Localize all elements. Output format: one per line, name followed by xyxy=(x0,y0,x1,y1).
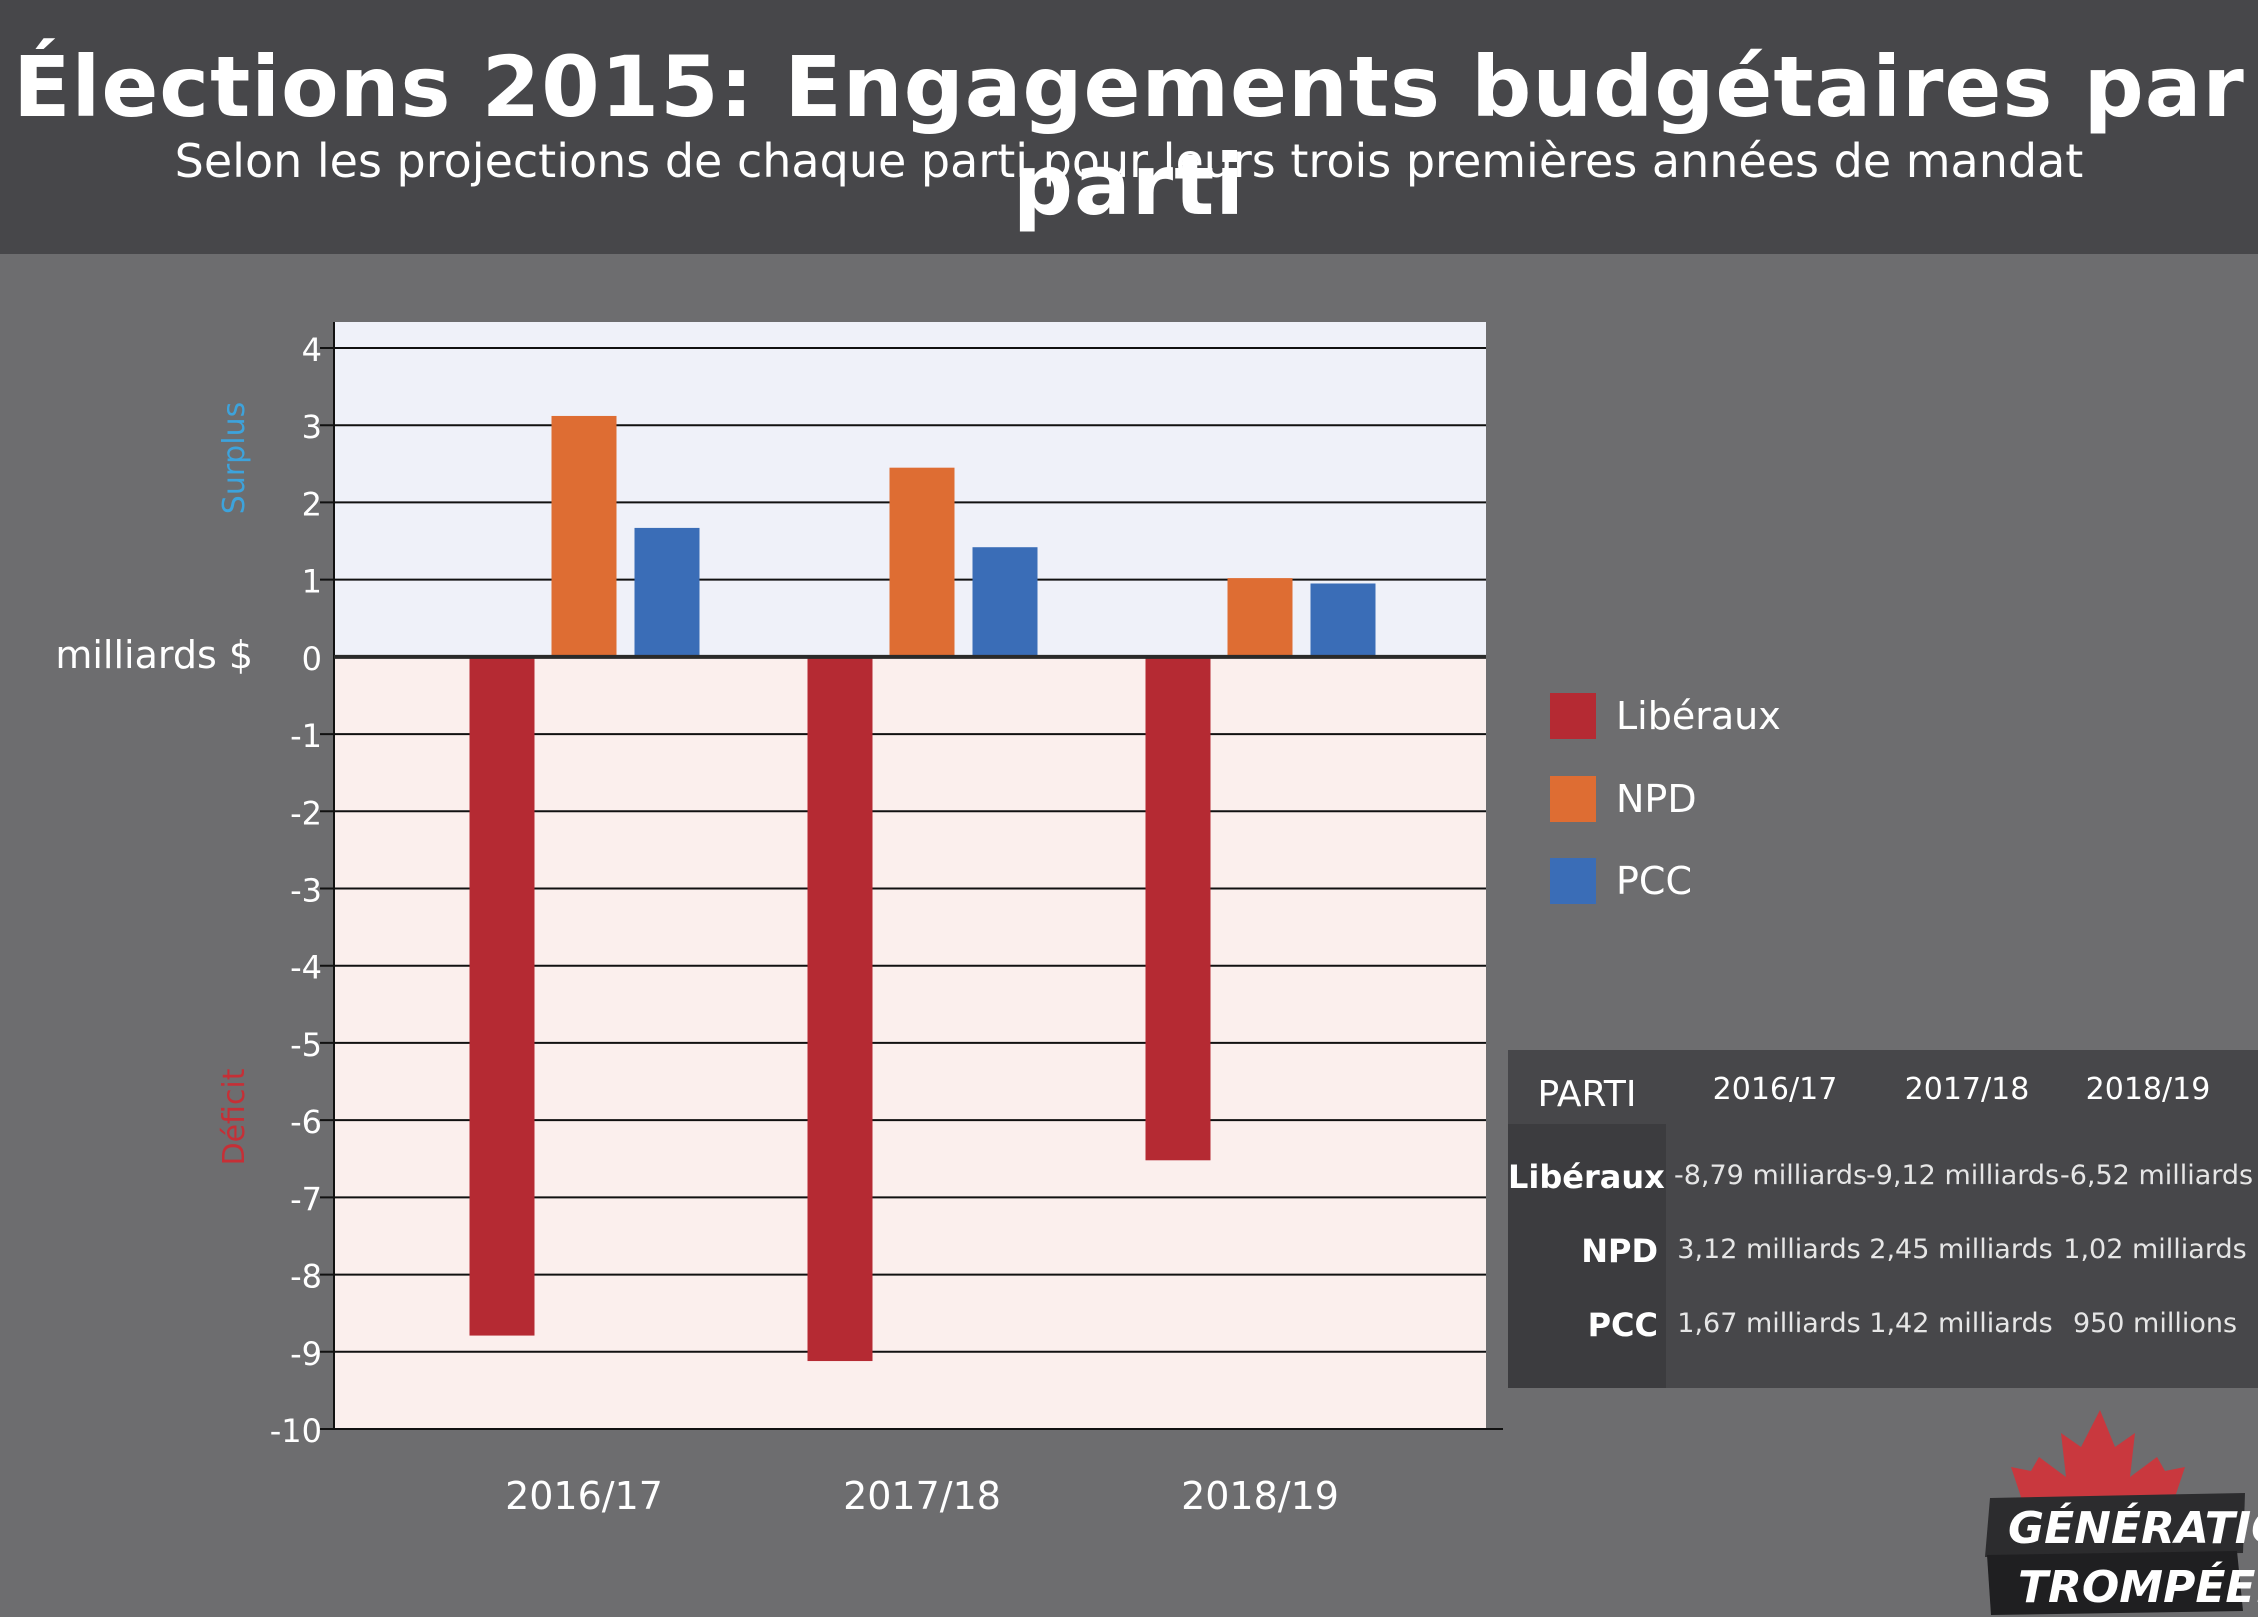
y-tick-labels: 4 3 2 1 0 -1 -2 -3 -4 -5 -6 -7 -8 -9 -10 xyxy=(270,331,322,1450)
bar xyxy=(807,656,873,1362)
y-tick-label: 4 xyxy=(302,331,322,369)
x-tick-label: 2017/18 xyxy=(843,1474,1001,1518)
table-header-year: 2016/17 xyxy=(1712,1072,1838,1107)
bar xyxy=(889,467,955,657)
y-tick-label: -10 xyxy=(270,1412,322,1450)
y-tick-label: -8 xyxy=(290,1258,322,1296)
logo-band-top xyxy=(1985,1493,2245,1557)
table-cell: 3,12 milliards xyxy=(1677,1234,1861,1265)
legend-swatch-liberaux xyxy=(1550,693,1596,739)
bar xyxy=(1227,578,1293,657)
logo-text-trompee: TROMPÉE.ca xyxy=(2018,1562,2258,1613)
x-tick-label: 2016/17 xyxy=(505,1474,663,1518)
y-tick-label: -6 xyxy=(290,1103,322,1141)
legend-label-pcc: PCC xyxy=(1616,859,1692,903)
y-tick-label: -9 xyxy=(290,1335,322,1373)
table-header-year: 2018/19 xyxy=(2085,1072,2211,1107)
y-tick-label: 3 xyxy=(302,408,322,446)
bar xyxy=(1145,656,1211,1161)
y-tick-label: -5 xyxy=(290,1026,322,1064)
table-cell: 1,67 milliards xyxy=(1677,1308,1861,1339)
y-tick-label: 0 xyxy=(302,640,322,678)
y-tick-label: -4 xyxy=(290,949,322,987)
bar xyxy=(469,656,535,1336)
y-tick-label: 1 xyxy=(302,563,322,601)
legend-label-npd: NPD xyxy=(1616,777,1697,821)
chart-title: Élections 2015: Engagements budgétaires … xyxy=(13,38,2245,234)
table-label-column xyxy=(1508,1124,1666,1388)
bar xyxy=(634,527,700,657)
table-cell: 2,45 milliards xyxy=(1869,1234,2053,1265)
header-banner xyxy=(0,0,2258,254)
bar xyxy=(972,547,1038,657)
table-cell: -8,79 milliards xyxy=(1674,1160,1868,1191)
table-header-party: PARTI xyxy=(1537,1074,1637,1115)
data-table: PARTI 2016/17 2017/18 2018/19 Libéraux -… xyxy=(1508,1050,2258,1388)
table-cell: -9,12 milliards xyxy=(1866,1160,2060,1191)
y-tick-label: -2 xyxy=(290,794,322,832)
table-cell: 1,42 milliards xyxy=(1869,1308,2053,1339)
legend-swatch-pcc xyxy=(1550,858,1596,904)
table-cell: 950 millions xyxy=(2072,1308,2238,1339)
bars xyxy=(469,415,1376,1362)
deficit-label: Déficit xyxy=(217,1068,252,1165)
chart-subtitle: Selon les projections de chaque parti po… xyxy=(174,134,2084,188)
table-row-label: NPD xyxy=(1581,1232,1658,1270)
legend-label-liberaux: Libéraux xyxy=(1616,694,1781,738)
x-tick-label: 2018/19 xyxy=(1181,1474,1339,1518)
bar xyxy=(1310,583,1376,657)
y-axis-label: milliards $ xyxy=(55,633,253,677)
x-tick-labels: 2016/17 2017/18 2018/19 xyxy=(505,1474,1339,1518)
logo-band-bottom xyxy=(1987,1551,2243,1615)
y-tick-label: -7 xyxy=(290,1180,322,1218)
bar xyxy=(551,415,617,657)
y-tick-label: -3 xyxy=(290,872,322,910)
logo-text-generation: GÉNÉRATION xyxy=(2008,1503,2258,1554)
logo xyxy=(1985,1410,2245,1615)
legend-swatch-npd xyxy=(1550,776,1596,822)
table-row-label: PCC xyxy=(1587,1306,1658,1344)
table-cell: 1,02 milliards xyxy=(2063,1234,2247,1265)
table-cell: -6,52 milliards xyxy=(2060,1160,2254,1191)
surplus-label: Surplus xyxy=(217,402,252,514)
table-row-label: Libéraux xyxy=(1508,1158,1665,1196)
y-tick-label: 2 xyxy=(302,485,322,523)
y-tick-label: -1 xyxy=(290,717,322,755)
table-header-year: 2017/18 xyxy=(1904,1072,2030,1107)
